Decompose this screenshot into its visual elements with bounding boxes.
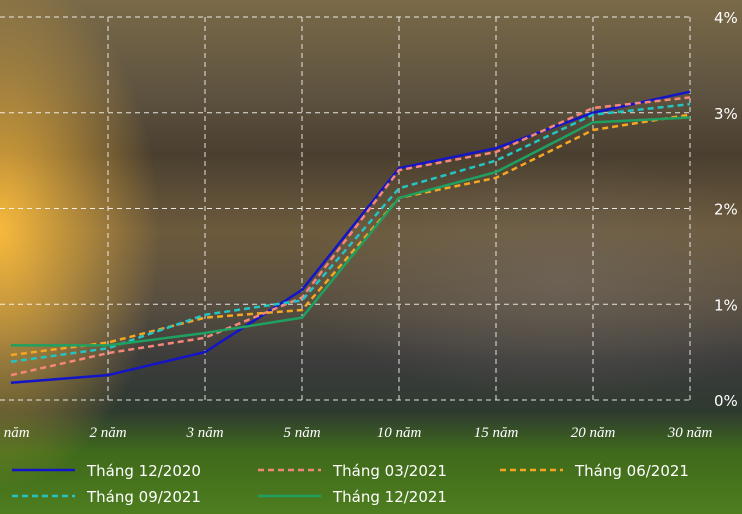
x-tick-label: 15 năm <box>474 425 519 441</box>
legend-label: Tháng 12/2020 <box>86 462 201 480</box>
x-tick-label: 5 năm <box>283 425 320 441</box>
x-tick-label: 10 năm <box>377 425 422 441</box>
series-line <box>11 92 690 383</box>
chart-container: 0% 1% 2% 3% 4% 1 năm 2 năm 3 năm 5 năm 10 năm 15 n… <box>0 0 742 514</box>
x-tick-label: 1 năm <box>0 425 30 441</box>
y-tick-label: 0% <box>714 392 738 410</box>
y-tick-label: 2% <box>714 201 738 219</box>
legend-label: Tháng 06/2021 <box>574 462 689 480</box>
series-line <box>11 97 690 375</box>
y-tick-label: 4% <box>714 9 738 27</box>
x-tick-label: 3 năm <box>185 425 223 441</box>
x-tick-label: 2 năm <box>89 425 126 441</box>
legend-label: Tháng 03/2021 <box>332 462 447 480</box>
x-tick-label: 30 năm <box>667 425 713 441</box>
y-tick-label: 1% <box>714 296 738 314</box>
series-line <box>11 118 690 346</box>
chart: 0% 1% 2% 3% 4% 1 năm 2 năm 3 năm 5 năm 10 năm 15 n… <box>0 0 742 514</box>
legend-label: Tháng 12/2021 <box>332 488 447 506</box>
legend-label: Tháng 09/2021 <box>86 488 201 506</box>
y-tick-label: 3% <box>714 105 738 123</box>
x-tick-label: 20 năm <box>571 425 616 441</box>
